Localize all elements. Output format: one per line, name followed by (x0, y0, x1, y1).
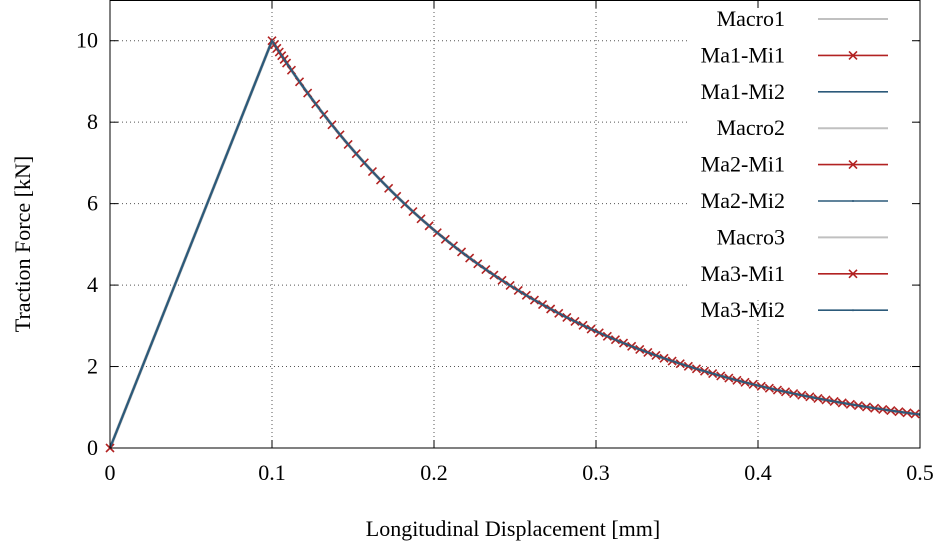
data-point (848, 50, 858, 60)
series-line-top (109, 38, 921, 449)
legend-entry: Macro2 (717, 115, 888, 140)
legend-entry: Ma2-Mi1 (701, 152, 888, 177)
x-tick-label: 0.5 (906, 460, 934, 485)
y-axis-title: Traction Force [kN] (10, 156, 35, 332)
legend-entry: Ma1-Mi2 (701, 79, 888, 104)
legend-label: Macro1 (717, 6, 785, 31)
plot-frame (109, 0, 921, 449)
x-tick-label: 0.1 (258, 460, 286, 485)
legend-entry: Ma3-Mi1 (701, 261, 888, 286)
legend-marker (852, 309, 854, 312)
legend-marker (852, 200, 854, 202)
y-tick-label: 0 (87, 435, 98, 460)
data-point (848, 160, 858, 170)
axes: 0 0.1 0.2 0.3 0.4 0.5 0 2 4 6 8 10 (76, 0, 934, 485)
legend-label: Ma2-Mi2 (701, 188, 785, 213)
x-tick-label: 0 (105, 460, 116, 485)
legend-label: Ma3-Mi1 (701, 261, 785, 286)
y-tick-label: 10 (76, 28, 98, 53)
data-point (848, 269, 858, 279)
legend-label: Macro2 (717, 115, 785, 140)
legend-entry: Macro3 (717, 224, 888, 249)
y-tick-label: 2 (87, 354, 98, 379)
legend-entry: Ma1-Mi1 (701, 42, 888, 67)
x-tick-label: 0.4 (744, 460, 772, 485)
legend-label: Ma1-Mi1 (701, 42, 785, 67)
legend-label: Macro3 (717, 224, 785, 249)
legend-label: Ma2-Mi1 (701, 152, 785, 177)
x-axis-title: Longitudinal Displacement [mm] (366, 516, 661, 541)
legend-label: Ma1-Mi2 (701, 79, 785, 104)
y-tick-label: 8 (87, 109, 98, 134)
series-lines (105, 36, 921, 453)
legend-label: Ma3-Mi2 (701, 297, 785, 322)
y-tick-label: 4 (87, 272, 98, 297)
legend-entry: Macro1 (717, 6, 888, 31)
legend-entry: Ma3-Mi2 (701, 297, 888, 322)
legend-background (690, 2, 918, 298)
legend: Macro1 Ma1-Mi1 Ma1-Mi2 Macro2 Ma2-Mi1 Ma2-Mi2… (690, 2, 918, 322)
x-tick-label: 0.3 (582, 460, 610, 485)
legend-entry: Ma2-Mi2 (701, 188, 888, 213)
x-tick-label: 0.2 (420, 460, 448, 485)
y-tick-label: 6 (87, 191, 98, 216)
